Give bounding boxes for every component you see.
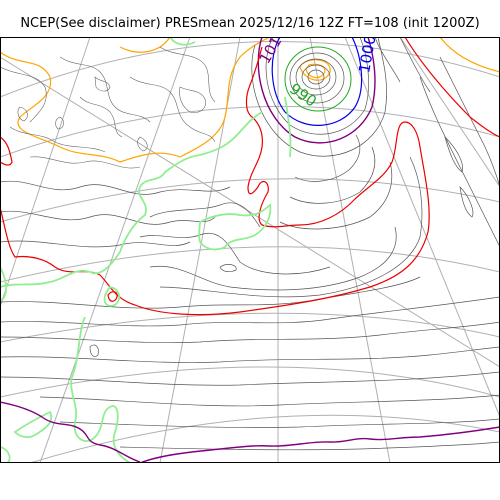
isobars [0, 37, 500, 451]
low-pressure-center [251, 37, 387, 157]
contour-red [0, 37, 500, 316]
isobars-northwest [0, 46, 216, 169]
pressure-map: 1000 990 1010 [0, 37, 500, 463]
chart-title: NCEP(See disclaimer) PRESmean 2025/12/16… [20, 16, 480, 31]
graticule [0, 37, 500, 463]
contour-lightgreen [0, 37, 292, 463]
contour-orange [0, 37, 500, 163]
map-frame [0, 37, 500, 463]
contour-label-1000: 1000 [355, 37, 379, 74]
contour-purple [0, 401, 500, 463]
